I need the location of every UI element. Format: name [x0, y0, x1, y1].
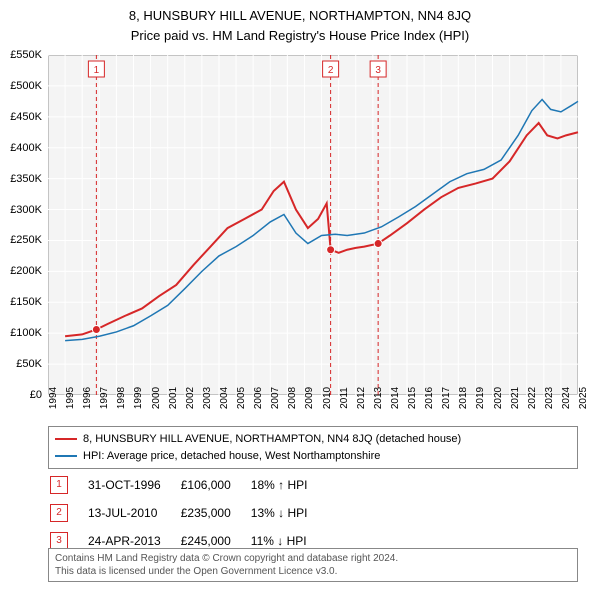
- x-tick-label: 2024: [561, 387, 572, 409]
- y-tick-label: £450K: [10, 111, 42, 123]
- y-tick-label: £150K: [10, 296, 42, 308]
- event-delta: 13% ↓ HPI: [251, 500, 326, 526]
- legend: 8, HUNSBURY HILL AVENUE, NORTHAMPTON, NN…: [48, 426, 578, 469]
- event-marker-box: 1: [50, 476, 68, 494]
- y-tick-label: £300K: [10, 204, 42, 216]
- x-tick-label: 2005: [236, 387, 247, 409]
- x-tick-label: 2023: [544, 387, 555, 409]
- title-address: 8, HUNSBURY HILL AVENUE, NORTHAMPTON, NN…: [0, 6, 600, 26]
- y-tick-label: £400K: [10, 142, 42, 154]
- footer-line2: This data is licensed under the Open Gov…: [55, 565, 571, 578]
- event-row: 2 13-JUL-2010£235,00013% ↓ HPI: [50, 500, 325, 526]
- chart-svg: 1 2 3: [48, 55, 578, 395]
- y-tick-label: £250K: [10, 234, 42, 246]
- plot-area: 1 2 3: [48, 55, 578, 395]
- svg-text:2: 2: [328, 65, 334, 76]
- x-tick-label: 2022: [527, 387, 538, 409]
- event-date: 31-OCT-1996: [88, 472, 179, 498]
- y-tick-label: £550K: [10, 49, 42, 61]
- x-tick-label: 2015: [407, 387, 418, 409]
- x-tick-label: 2016: [424, 387, 435, 409]
- x-tick-label: 2010: [322, 387, 333, 409]
- legend-label-hpi: HPI: Average price, detached house, West…: [83, 448, 380, 465]
- event-delta: 18% ↑ HPI: [251, 472, 326, 498]
- legend-row-hpi: HPI: Average price, detached house, West…: [55, 448, 571, 465]
- x-tick-label: 2020: [493, 387, 504, 409]
- event-price: £106,000: [181, 472, 249, 498]
- x-tick-label: 2017: [441, 387, 452, 409]
- x-tick-label: 2025: [578, 387, 589, 409]
- event-marker-box: 2: [50, 504, 68, 522]
- x-tick-label: 1994: [48, 387, 59, 409]
- events-table: 1 31-OCT-1996£106,00018% ↑ HPI 2 13-JUL-201…: [48, 470, 327, 556]
- event-date: 13-JUL-2010: [88, 500, 179, 526]
- footer-line1: Contains HM Land Registry data © Crown c…: [55, 552, 571, 565]
- x-tick-label: 2018: [458, 387, 469, 409]
- legend-swatch-hpi: [55, 455, 77, 457]
- x-tick-label: 1996: [82, 387, 93, 409]
- legend-row-property: 8, HUNSBURY HILL AVENUE, NORTHAMPTON, NN…: [55, 431, 571, 448]
- x-tick-label: 2001: [168, 387, 179, 409]
- title-subtitle: Price paid vs. HM Land Registry's House …: [0, 26, 600, 46]
- y-tick-label: £350K: [10, 173, 42, 185]
- x-tick-label: 2003: [202, 387, 213, 409]
- attribution-footer: Contains HM Land Registry data © Crown c…: [48, 548, 578, 582]
- svg-text:3: 3: [375, 65, 381, 76]
- event-price: £235,000: [181, 500, 249, 526]
- x-tick-label: 2002: [185, 387, 196, 409]
- x-tick-label: 2004: [219, 387, 230, 409]
- x-tick-label: 2014: [390, 387, 401, 409]
- x-tick-label: 2021: [510, 387, 521, 409]
- legend-label-property: 8, HUNSBURY HILL AVENUE, NORTHAMPTON, NN…: [83, 431, 461, 448]
- x-tick-label: 2009: [304, 387, 315, 409]
- x-tick-label: 2019: [475, 387, 486, 409]
- x-tick-label: 2008: [287, 387, 298, 409]
- x-tick-label: 2013: [373, 387, 384, 409]
- y-axis-labels: £0£50K£100K£150K£200K£250K£300K£350K£400…: [0, 55, 44, 395]
- x-axis-labels: 1994199519961997199819992000200120022003…: [48, 398, 578, 426]
- y-tick-label: £200K: [10, 265, 42, 277]
- y-tick-label: £0: [30, 389, 42, 401]
- y-tick-label: £500K: [10, 80, 42, 92]
- chart-title-block: 8, HUNSBURY HILL AVENUE, NORTHAMPTON, NN…: [0, 0, 600, 45]
- svg-text:1: 1: [94, 65, 100, 76]
- legend-swatch-property: [55, 438, 77, 440]
- x-tick-label: 2007: [270, 387, 281, 409]
- chart-container: { "title": { "line1": "8, HUNSBURY HILL …: [0, 0, 600, 590]
- x-tick-label: 1995: [65, 387, 76, 409]
- x-tick-label: 2006: [253, 387, 264, 409]
- event-row: 1 31-OCT-1996£106,00018% ↑ HPI: [50, 472, 325, 498]
- y-tick-label: £100K: [10, 327, 42, 339]
- x-tick-label: 1997: [99, 387, 110, 409]
- x-tick-label: 2000: [151, 387, 162, 409]
- x-tick-label: 2012: [356, 387, 367, 409]
- x-tick-label: 2011: [339, 387, 350, 409]
- x-tick-label: 1999: [133, 387, 144, 409]
- x-tick-label: 1998: [116, 387, 127, 409]
- y-tick-label: £50K: [16, 358, 42, 370]
